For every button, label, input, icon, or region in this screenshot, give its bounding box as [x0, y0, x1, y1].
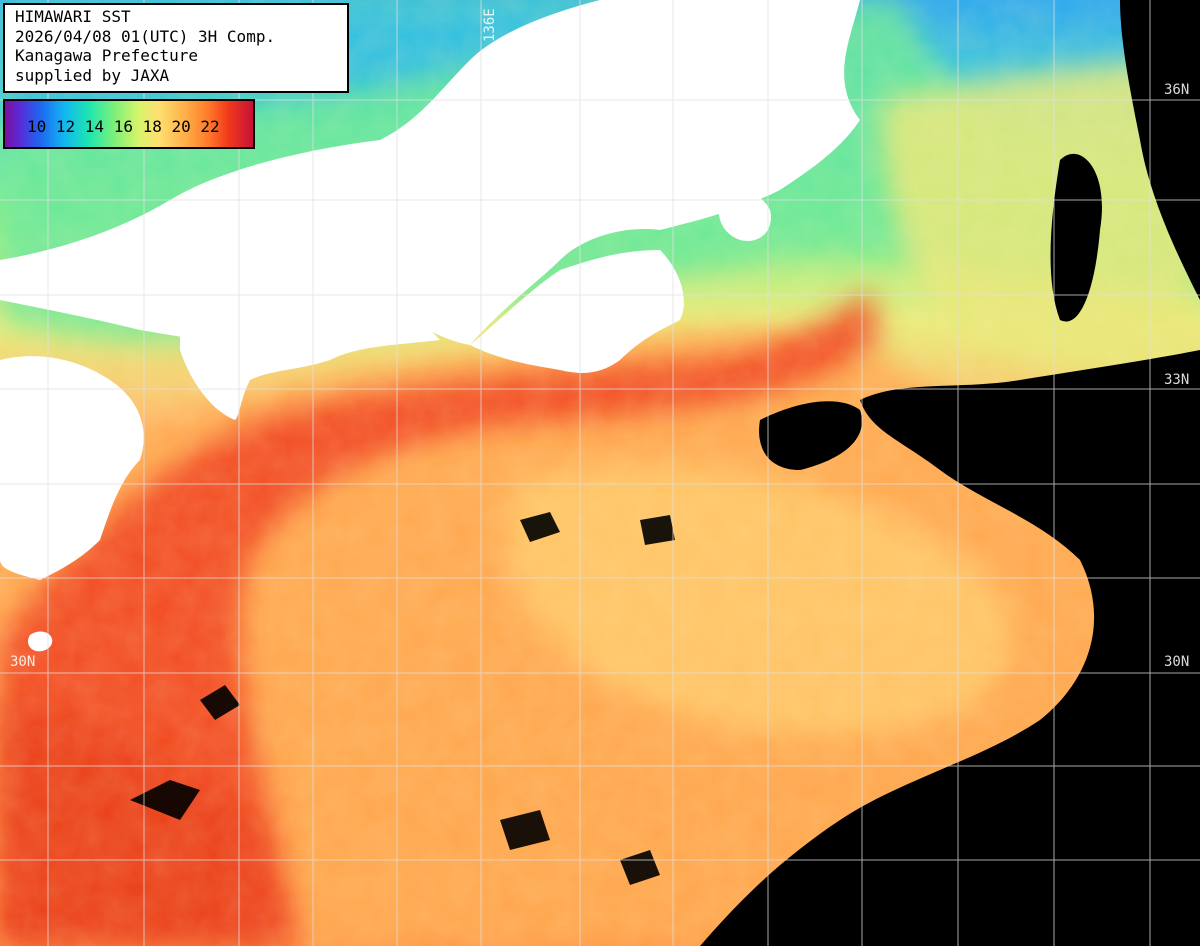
cloud-mask-center: [759, 401, 862, 470]
land-shikoku: [180, 277, 440, 420]
color-scale-legend: 10 12 14 16 18 20 22: [3, 99, 255, 149]
title-line-satellite: HIMAWARI SST: [15, 7, 131, 26]
lat-label-30n-left: 30N: [10, 654, 36, 670]
cloud-mask-northeast: [1050, 153, 1102, 322]
title-line-region: Kanagawa Prefecture: [15, 46, 199, 65]
cloud-mask-farnortheast: [1120, 0, 1200, 300]
land-island-small: [28, 631, 53, 652]
cloud-mask-east: [700, 350, 1200, 946]
lon-label-136e: 136E: [482, 8, 498, 42]
lat-label-30n-right: 30N: [1164, 654, 1190, 670]
lat-label-33n: 33N: [1164, 372, 1190, 388]
land-kyushu: [0, 356, 144, 580]
title-panel: HIMAWARI SST 2026/04/08 01(UTC) 3H Comp.…: [3, 3, 349, 93]
color-scale-labels: 10 12 14 16 18 20 22: [27, 117, 220, 136]
title-line-credit: supplied by JAXA: [15, 65, 170, 85]
lat-label-36n: 36N: [1164, 82, 1190, 98]
title-line-date: 2026/04/08 01(UTC) 3H Comp.: [15, 26, 276, 46]
land-honshu: [0, 0, 860, 345]
land-izu: [718, 193, 771, 241]
land-kii: [470, 250, 684, 373]
